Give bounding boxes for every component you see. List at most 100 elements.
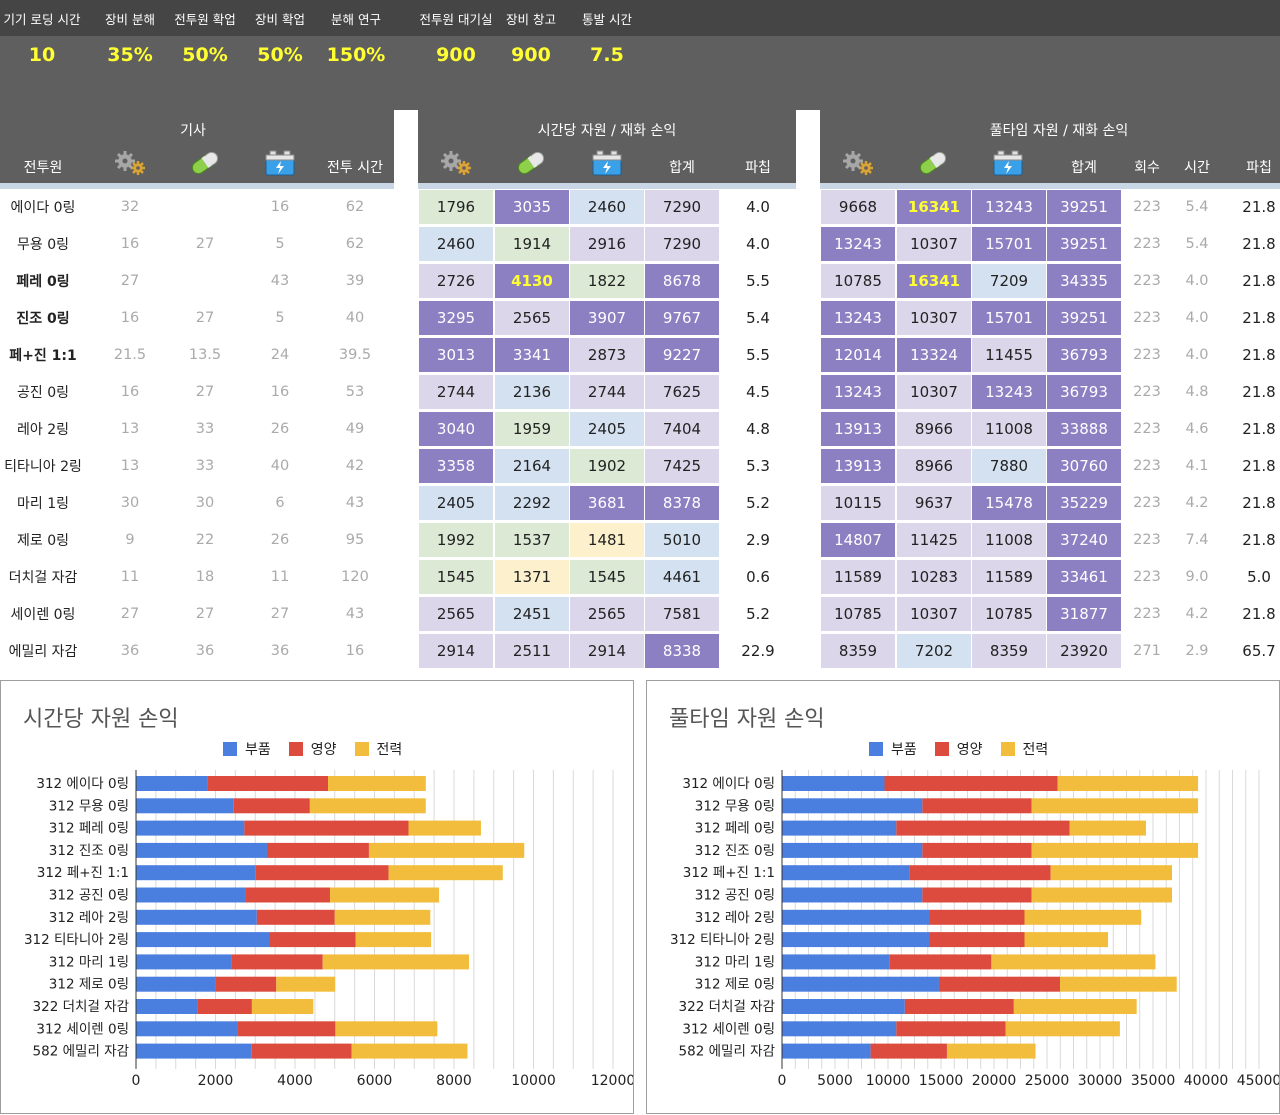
category-label: 582 에밀리 자감 (679, 1044, 775, 1060)
hourly-chart-panel: 시간당 자원 손익 부품 영양 전력 0 2000 4000 6000 8000 1000… (0, 680, 634, 1114)
count-cell: 223 (1133, 458, 1161, 474)
bar-segment (215, 976, 277, 992)
damage-full-cell: 21.8 (1242, 457, 1276, 475)
fulltime-value-cell: 9668 (821, 190, 895, 224)
base-stat-cell: 13 (120, 421, 140, 437)
base-stat-cell: 11 (270, 569, 290, 585)
setting-value[interactable]: 50% (257, 44, 303, 66)
fulltime-value-cell: 10785 (821, 264, 895, 298)
fulltime-value-cell: 7209 (972, 264, 1046, 298)
chart-legend: 부품 영양 전력 (223, 739, 402, 759)
time-cell: 9.0 (1185, 569, 1209, 585)
setting-value[interactable]: 150% (326, 44, 386, 66)
fulltime-value-cell: 13243 (821, 227, 895, 261)
hourly-value-cell: 1796 (419, 190, 493, 224)
base-stat-cell: 11 (120, 569, 140, 585)
bar-segment (938, 976, 1061, 992)
bar-segment (251, 1043, 352, 1059)
fulltime-value-cell: 11008 (972, 523, 1046, 557)
fulltime-value-cell: 13913 (821, 412, 895, 446)
x-tick-label: 2000 (198, 1073, 234, 1089)
row-name: 페+진 1:1 (9, 348, 77, 364)
damage-full-cell: 21.8 (1242, 309, 1276, 327)
fulltime-value-cell: 16341 (897, 190, 971, 224)
category-label: 312 마리 1링 (695, 954, 775, 970)
fulltime-value-cell: 8359 (821, 634, 895, 668)
hourly-value-cell: 3907 (570, 301, 644, 335)
chart-title: 풀타임 자원 손익 (669, 707, 825, 732)
bar-segment (782, 909, 930, 925)
legend-item-parts: 부품 (869, 739, 917, 759)
x-tick-label: 45000 (1237, 1073, 1279, 1089)
col-head-total: 합계 (669, 160, 695, 176)
hourly-value-cell: 8338 (645, 634, 719, 668)
hourly-value-cell: 2873 (570, 338, 644, 372)
bar-segment (256, 909, 335, 925)
settings-label-bar (0, 0, 1280, 36)
setting-value[interactable]: 900 (436, 44, 476, 66)
x-tick-label: 6000 (357, 1073, 393, 1089)
category-label: 312 세이렌 0링 (36, 1021, 129, 1037)
bar-segment (136, 999, 198, 1014)
hourly-value-cell: 1371 (495, 560, 569, 594)
bar-segment (929, 932, 1025, 948)
category-label: 312 진조 0링 (49, 843, 129, 859)
setting-value[interactable]: 7.5 (590, 44, 624, 66)
base-stat-cell: 9 (125, 532, 135, 548)
base-stat-cell: 40 (270, 458, 290, 474)
damage-full-cell: 21.8 (1242, 272, 1276, 290)
fulltime-value-cell: 10115 (821, 486, 895, 520)
hourly-value-cell: 2565 (419, 597, 493, 631)
legend-swatch (223, 742, 237, 756)
bar-segment (946, 1043, 1036, 1059)
bar-segment (1024, 909, 1142, 925)
count-cell: 223 (1133, 347, 1161, 363)
capsule-icon (514, 149, 548, 177)
hourly-value-cell: 3013 (419, 338, 493, 372)
category-label: 322 더치걸 자감 (679, 999, 775, 1015)
count-cell: 223 (1133, 384, 1161, 400)
capsule-icon (916, 149, 950, 177)
setting-value[interactable]: 50% (182, 44, 228, 66)
base-stat-cell: 27 (195, 310, 215, 326)
col-head-unit: 전투원 (23, 160, 63, 176)
bar-segment (388, 865, 503, 881)
base-stat-cell: 43 (270, 273, 290, 289)
setting-value[interactable]: 35% (107, 44, 153, 66)
header-underline (820, 183, 1280, 189)
count-cell: 223 (1133, 569, 1161, 585)
bar-segment (889, 954, 992, 970)
base-stat-cell: 27 (195, 606, 215, 622)
setting-value[interactable]: 10 (28, 44, 56, 66)
legend-swatch (934, 742, 949, 756)
bar-segment (136, 820, 245, 836)
x-tick-label: 8000 (436, 1073, 472, 1089)
setting-value[interactable]: 900 (511, 44, 551, 66)
fulltime-value-cell: 34335 (1047, 264, 1121, 298)
hourly-value-cell: 1481 (570, 523, 644, 557)
fulltime-value-cell: 15701 (972, 301, 1046, 335)
settings-value-bar (0, 36, 1280, 110)
x-tick-label: 40000 (1184, 1073, 1229, 1089)
hourly-value-cell: 8378 (645, 486, 719, 520)
fulltime-value-cell: 11589 (972, 560, 1046, 594)
setting-label: 분해 연구 (331, 12, 381, 27)
fulltime-value-cell: 33461 (1047, 560, 1121, 594)
time-cell: 5.4 (1185, 236, 1209, 252)
legend-item-power: 전력 (1000, 739, 1048, 759)
row-name: 제로 0링 (17, 533, 69, 549)
damage-cell: 2.9 (746, 531, 770, 549)
fulltime-value-cell: 13243 (972, 375, 1046, 409)
base-stat-cell: 53 (345, 384, 365, 400)
col-head-time: 시간 (1184, 160, 1210, 176)
category-label: 312 에이다 0링 (682, 776, 775, 792)
hourly-value-cell: 2164 (495, 449, 569, 483)
base-stat-cell: 40 (345, 310, 365, 326)
bar-segment (207, 776, 329, 791)
fulltime-value-cell: 10307 (897, 227, 971, 261)
damage-full-cell: 21.8 (1242, 346, 1276, 364)
hourly-value-cell: 2565 (495, 301, 569, 335)
hourly-value-cell: 3681 (570, 486, 644, 520)
damage-cell: 4.8 (746, 420, 770, 438)
fulltime-value-cell: 7202 (897, 634, 971, 668)
